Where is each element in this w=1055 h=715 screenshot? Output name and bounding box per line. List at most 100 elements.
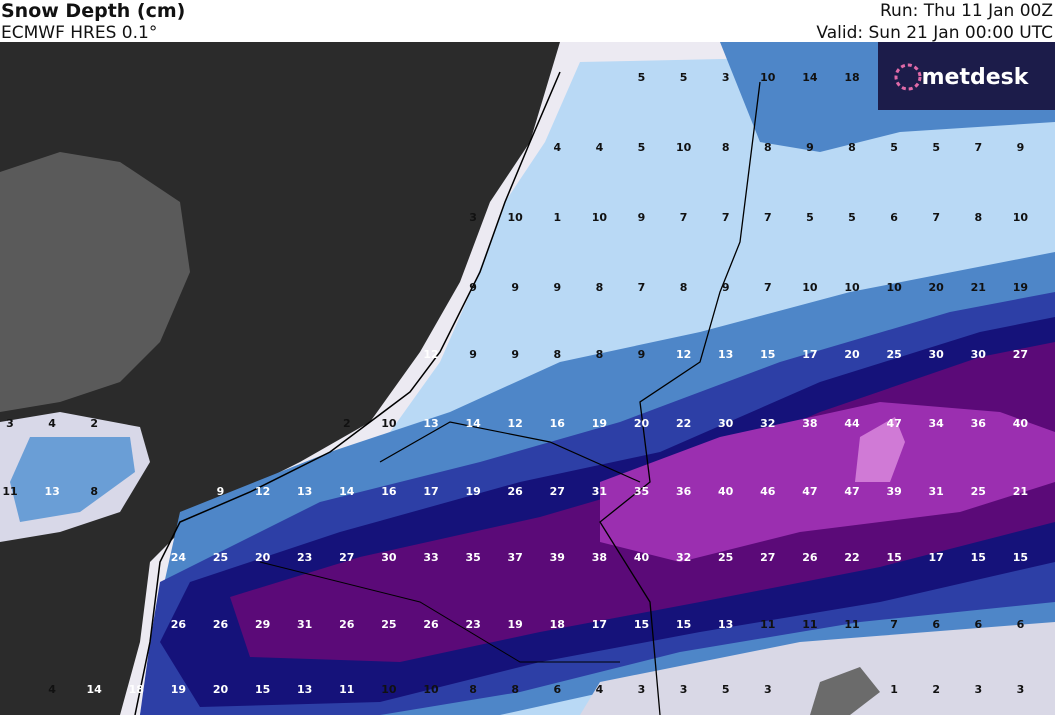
grid-label: 25 <box>971 485 986 498</box>
grid-label: 26 <box>213 618 229 631</box>
grid-label: 13 <box>718 348 733 361</box>
grid-label: 16 <box>550 417 566 430</box>
grid-label: 10 <box>844 281 860 294</box>
grid-label: 3 <box>469 211 477 224</box>
grid-label: 17 <box>802 348 817 361</box>
grid-label: 23 <box>297 551 312 564</box>
run: Run: Thu 11 Jan 00Z <box>880 1 1053 21</box>
grid-label: 26 <box>171 618 187 631</box>
grid-label: 10 <box>676 141 692 154</box>
grid-label: 6 <box>974 618 982 631</box>
grid-label: 9 <box>722 281 730 294</box>
title: Snow Depth (cm) <box>1 0 186 22</box>
grid-label: 3 <box>722 71 730 84</box>
grid-label: 14 <box>465 417 481 430</box>
grid-label: 10 <box>592 211 608 224</box>
grid-label: 9 <box>806 141 814 154</box>
grid-label: 10 <box>1013 211 1029 224</box>
grid-label: 5 <box>890 141 898 154</box>
grid-label: 3 <box>764 683 772 696</box>
map: 5 5 3 10 14 184 4 5 10 8 8 9 8 5 5 7 93 10 1 10 9 7 7 7 5 5 6 7 8 109… <box>0 42 1055 715</box>
grid-label: 4 <box>596 683 604 696</box>
grid-label: 19 <box>1013 281 1028 294</box>
grid-label: 8 <box>680 281 688 294</box>
border <box>379 421 641 483</box>
grid-label: 9 <box>1017 141 1025 154</box>
grid-label: 30 <box>381 551 397 564</box>
grid-label: 2 <box>932 683 940 696</box>
grid-label: 17 <box>423 485 438 498</box>
grid-label: 44 <box>844 417 860 430</box>
logo-box <box>878 42 1055 110</box>
grid-label: 3 <box>638 683 646 696</box>
grid-label: 27 <box>339 551 354 564</box>
grid-label: 40 <box>634 551 650 564</box>
grid-label: 19 <box>592 417 607 430</box>
logo-icon <box>894 63 922 91</box>
grid-label: 9 <box>553 281 561 294</box>
grid-label: 31 <box>929 485 944 498</box>
border <box>599 81 761 715</box>
grid-label: 8 <box>90 485 98 498</box>
grid-label: 7 <box>680 211 688 224</box>
grid-label: 35 <box>465 551 480 564</box>
grid-label: 13 <box>718 618 733 631</box>
grid-label: 13 <box>423 417 438 430</box>
south-ground <box>810 667 880 715</box>
grid-label: 27 <box>760 551 775 564</box>
grid-label: 1 <box>553 211 561 224</box>
grid-label: 24 <box>171 551 187 564</box>
grid-label: 8 <box>722 141 730 154</box>
grid-label: 15 <box>255 683 270 696</box>
grid-label: 36 <box>971 417 987 430</box>
grid-label: 10 <box>508 211 524 224</box>
grid-label: 14 <box>339 485 355 498</box>
grid-label: 7 <box>764 281 772 294</box>
grid-label: 13 <box>297 485 312 498</box>
grid-label: 15 <box>971 551 986 564</box>
grid-label: 27 <box>1013 348 1028 361</box>
grid-label: 4 <box>48 683 56 696</box>
grid-label: 12 <box>255 485 270 498</box>
grid-label: 9 <box>217 485 225 498</box>
grid-label: 21 <box>1013 485 1028 498</box>
grid-label: 20 <box>844 348 860 361</box>
grid-label: 30 <box>929 348 945 361</box>
grid-label: 9 <box>511 348 519 361</box>
grid-label: 18 <box>550 618 565 631</box>
grid-label: 11 <box>844 618 859 631</box>
grid-label: 2 <box>90 417 98 430</box>
grid-label: 26 <box>423 618 439 631</box>
grid-label: 9 <box>469 281 477 294</box>
coastline <box>134 71 561 715</box>
grid-label: 37 <box>508 551 523 564</box>
south-land <box>580 622 1055 715</box>
grid-label: 10 <box>802 281 818 294</box>
grid-label: 27 <box>550 485 565 498</box>
snow-magenta <box>600 402 1055 562</box>
grid-label: 9 <box>511 281 519 294</box>
grid-label: 13 <box>297 683 312 696</box>
grid-label: 9 <box>638 348 646 361</box>
grid-label: 7 <box>974 141 982 154</box>
grid-label: 29 <box>255 618 270 631</box>
grid-label: 11 <box>339 683 354 696</box>
grid-label: 8 <box>469 683 477 696</box>
grid-label: 7 <box>764 211 772 224</box>
grid-label: 5 <box>848 211 856 224</box>
grid-label: 11 <box>2 485 17 498</box>
grid-label: 20 <box>929 281 945 294</box>
grid-label: 12 <box>508 417 523 430</box>
grid-label: 22 <box>844 551 859 564</box>
grid-label: 3 <box>1017 683 1025 696</box>
grid-label: 8 <box>596 348 604 361</box>
grid-label: 46 <box>760 485 776 498</box>
grid-label: 8 <box>848 141 856 154</box>
grid-label: 10 <box>381 683 397 696</box>
grid-label: 40 <box>718 485 734 498</box>
model: ECMWF HRES 0.1° <box>1 23 158 43</box>
grid-label: 3 <box>680 683 688 696</box>
grid-label: 8 <box>764 141 772 154</box>
grid-label: 9 <box>469 348 477 361</box>
